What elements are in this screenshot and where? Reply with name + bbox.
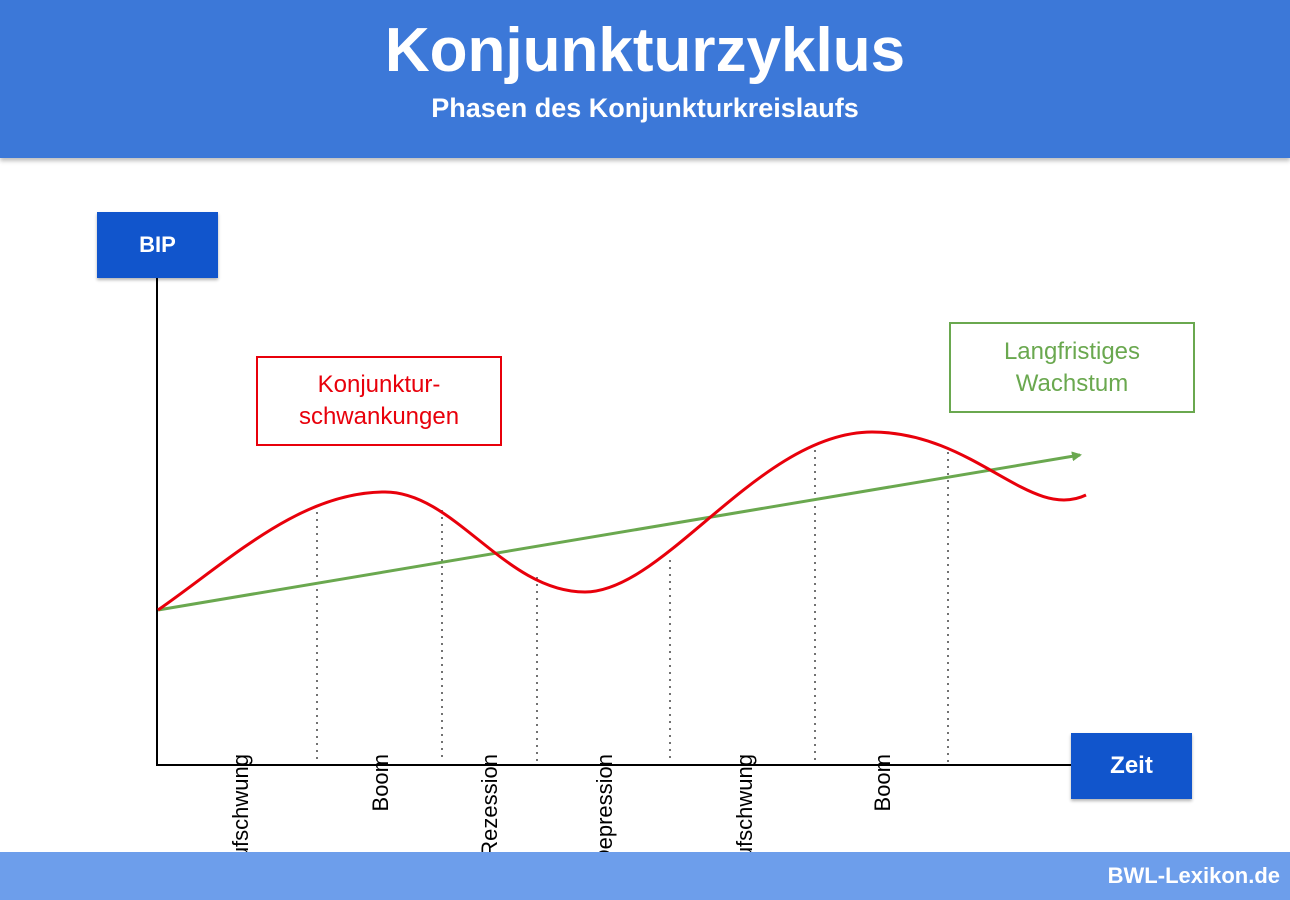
phase-label: Boom bbox=[870, 754, 895, 811]
phase-separators bbox=[316, 450, 949, 762]
x-axis-label-box: Zeit bbox=[1071, 733, 1192, 799]
footer-brand: BWL-Lexikon.de bbox=[1107, 863, 1280, 888]
y-axis-label-box: BIP bbox=[97, 212, 218, 278]
footer-bar: BWL-Lexikon.de bbox=[0, 852, 1290, 900]
page-title: Konjunkturzyklus bbox=[384, 16, 906, 85]
fluctuations-callout: Konjunktur- schwankungen bbox=[256, 356, 502, 446]
header-banner: Konjunkturzyklus Phasen des Konjunkturkr… bbox=[0, 0, 1290, 158]
growth-trend-line bbox=[157, 451, 1082, 612]
phase-label: Boom bbox=[368, 754, 393, 811]
business-cycle-curve bbox=[157, 430, 1087, 612]
page-subtitle: Phasen des Konjunkturkreislaufs bbox=[431, 93, 859, 123]
phase-label: Rezession bbox=[477, 754, 502, 857]
growth-callout: Langfristiges Wachstum bbox=[949, 322, 1195, 413]
phase-label: Depression bbox=[592, 754, 617, 865]
